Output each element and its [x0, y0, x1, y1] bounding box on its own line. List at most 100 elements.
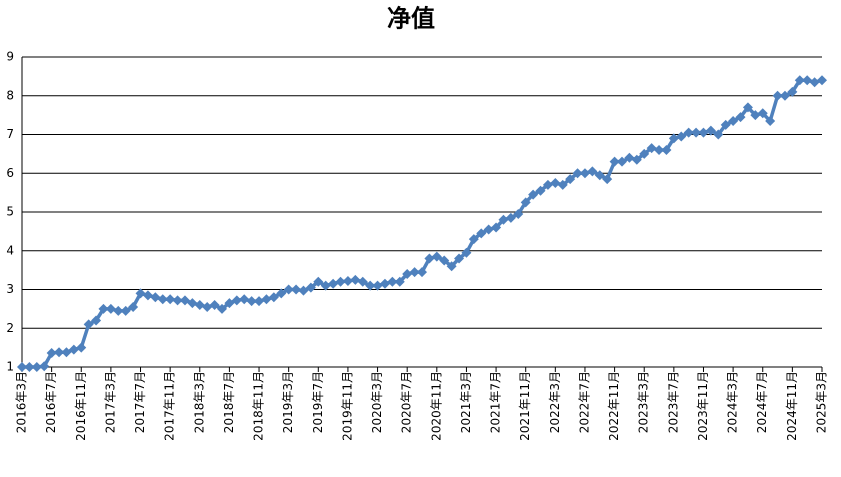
x-tick-label: 2017年7月	[133, 371, 147, 433]
marker	[757, 108, 768, 119]
marker	[120, 305, 131, 316]
marker	[394, 276, 405, 287]
marker	[817, 75, 827, 86]
marker	[342, 275, 353, 286]
marker	[505, 212, 516, 223]
marker	[550, 177, 561, 188]
marker	[698, 127, 709, 138]
marker	[179, 295, 190, 306]
marker	[254, 296, 265, 307]
marker	[676, 131, 687, 142]
marker	[794, 75, 805, 86]
x-tick-label: 2018年11月	[252, 371, 266, 441]
marker	[579, 168, 590, 179]
marker	[113, 305, 124, 316]
x-tick-label: 2024年3月	[726, 371, 740, 433]
x-tick-label: 2017年11月	[163, 371, 177, 441]
marker	[83, 319, 94, 330]
x-tick-label: 2016年7月	[44, 371, 58, 433]
marker	[602, 174, 613, 185]
marker	[498, 214, 509, 225]
x-tick-label: 2019年7月	[311, 371, 325, 433]
marker	[431, 251, 442, 262]
marker	[209, 300, 220, 310]
marker	[387, 276, 398, 287]
marker	[587, 166, 598, 177]
x-tick-label: 2020年7月	[400, 371, 414, 433]
marker	[772, 90, 783, 101]
marker	[765, 115, 776, 126]
marker	[639, 148, 650, 159]
marker	[372, 280, 383, 291]
marker	[483, 224, 494, 235]
marker	[409, 267, 420, 278]
y-tick-label: 4	[6, 243, 14, 257]
marker	[454, 253, 465, 264]
marker	[609, 156, 620, 167]
x-tick-label: 2020年11月	[429, 371, 443, 441]
marker	[276, 288, 287, 299]
marker	[520, 197, 531, 208]
x-tick-label: 2018年7月	[222, 371, 236, 433]
marker	[728, 115, 739, 126]
x-tick-label: 2024年11月	[785, 371, 799, 441]
marker	[513, 208, 524, 219]
marker	[105, 303, 116, 314]
marker	[142, 290, 153, 301]
x-tick-label: 2022年11月	[607, 371, 621, 441]
marker	[631, 154, 642, 165]
x-tick-label: 2023年7月	[666, 371, 680, 433]
marker	[439, 255, 450, 266]
x-tick-label: 2024年7月	[755, 371, 769, 433]
marker	[224, 298, 235, 309]
marker	[54, 347, 65, 358]
marker	[542, 179, 553, 190]
x-tick-label: 2016年3月	[15, 371, 29, 433]
marker	[350, 274, 361, 285]
x-tick-label: 2021年7月	[489, 371, 503, 433]
marker	[735, 112, 746, 123]
marker	[231, 295, 242, 306]
marker	[46, 348, 57, 359]
marker	[135, 288, 146, 299]
marker	[61, 347, 72, 358]
x-tick-label: 2016年11月	[74, 371, 88, 441]
marker	[654, 145, 665, 155]
marker	[491, 222, 502, 233]
marker	[239, 294, 250, 305]
y-tick-label: 2	[6, 321, 14, 335]
marker	[305, 282, 316, 293]
marker	[17, 362, 27, 372]
marker	[476, 228, 487, 239]
marker	[720, 119, 731, 130]
x-tick-label: 2023年11月	[696, 371, 710, 441]
x-tick-label: 2019年11月	[340, 371, 354, 441]
marker	[528, 189, 539, 200]
marker	[779, 90, 790, 101]
y-tick-label: 1	[6, 360, 14, 374]
marker	[683, 127, 694, 138]
marker	[468, 234, 479, 245]
marker	[268, 292, 279, 303]
marker	[565, 174, 576, 185]
marker	[261, 294, 272, 305]
marker	[76, 342, 87, 353]
marker	[328, 278, 339, 289]
marker	[402, 269, 413, 279]
marker	[165, 294, 176, 305]
marker	[187, 298, 198, 309]
x-tick-label: 2023年3月	[637, 371, 651, 433]
marker	[624, 152, 635, 163]
y-tick-label: 5	[6, 205, 14, 219]
marker	[446, 261, 457, 272]
marker	[98, 303, 109, 314]
marker	[157, 294, 168, 305]
marker	[298, 285, 309, 296]
y-tick-label: 3	[6, 282, 14, 296]
marker	[313, 276, 324, 287]
marker	[809, 77, 820, 88]
marker	[335, 276, 346, 287]
marker	[357, 276, 368, 287]
